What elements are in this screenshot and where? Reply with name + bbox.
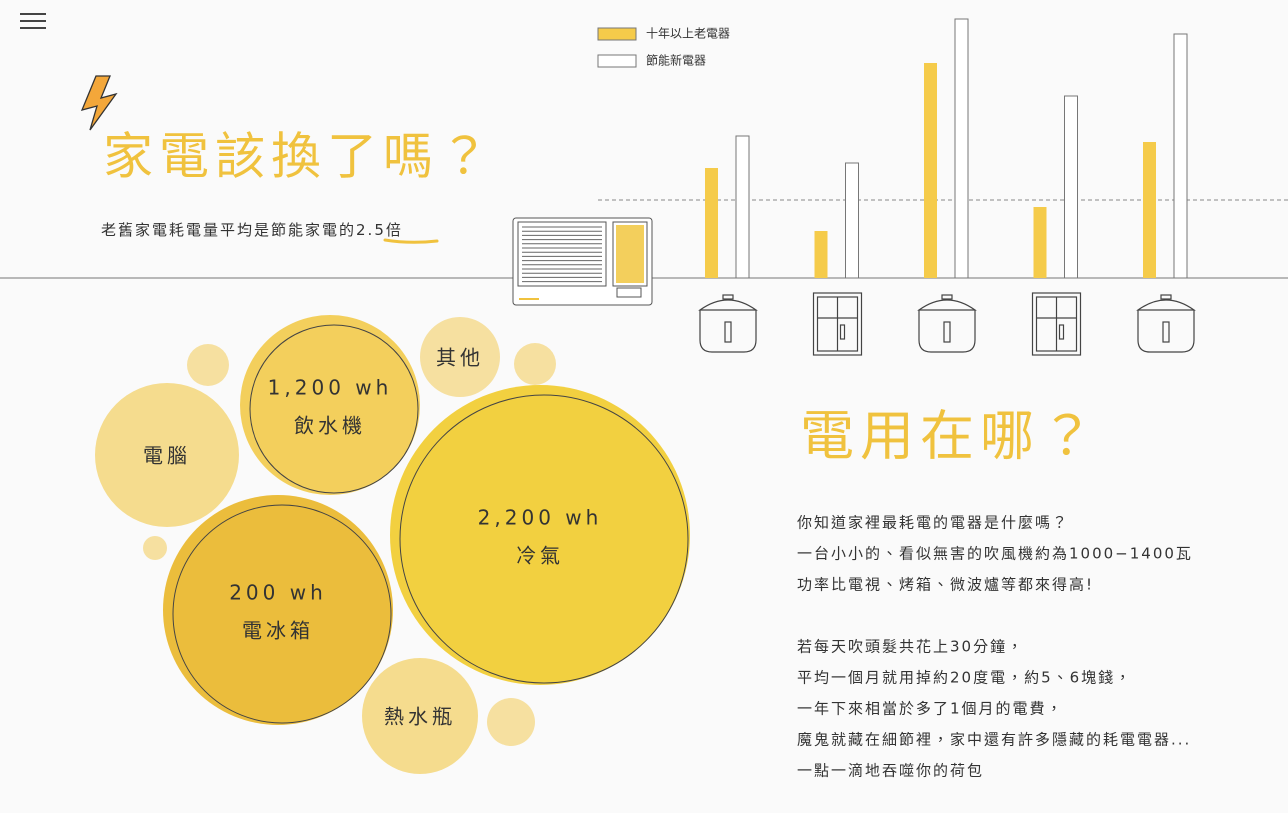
title: 家電該換了嗎？ <box>103 128 495 186</box>
cooker-body <box>699 310 757 353</box>
appliance-icon <box>698 294 758 353</box>
bubble-value: 1,200 wh <box>268 376 393 400</box>
cooker-window <box>724 321 732 343</box>
bar <box>814 231 828 278</box>
bar <box>1173 33 1188 279</box>
fridge-handle <box>1058 324 1065 340</box>
paragraph-line: 功率比電視、烤箱、微波爐等都來得高! <box>797 576 1094 594</box>
appliance-icon <box>1136 294 1196 353</box>
legend-label: 十年以上老電器 <box>646 27 730 41</box>
bubble-label: 電腦 <box>143 444 191 468</box>
paragraph-line: 一年下來相當於多了1個月的電費， <box>797 700 1064 718</box>
legend-swatch <box>597 27 637 41</box>
legend-swatch <box>597 54 637 68</box>
bubble-dot <box>143 536 167 560</box>
bubble-dot <box>187 344 229 386</box>
bubble-dot <box>514 343 556 385</box>
menu-button[interactable] <box>20 13 46 29</box>
fridge-body <box>812 292 863 356</box>
subtitle: 老舊家電耗電量平均是節能家電的2.5倍 <box>101 221 403 239</box>
bar <box>954 18 969 279</box>
appliance-icon <box>1031 292 1082 356</box>
subtitle-text: 老舊家電耗電量平均是節能家電的 <box>101 221 356 239</box>
paragraph-line: 若每天吹頭髮共花上30分鐘， <box>797 638 1024 656</box>
cooker-knob <box>1160 294 1172 300</box>
cooker-lid <box>917 299 977 311</box>
section-title: 電用在哪？ <box>800 405 1100 468</box>
cooker-lid <box>1136 299 1196 311</box>
bar <box>1143 142 1156 278</box>
fridge-body <box>1031 292 1082 356</box>
bubble-label: 熱水瓶 <box>384 705 456 729</box>
cooker-lid <box>698 299 758 311</box>
appliance-icon <box>917 294 977 353</box>
paragraphs: 你知道家裡最耗電的電器是什麼嗎？ 一台小小的、看似無害的吹風機約為1000−140… <box>797 514 1193 780</box>
subtitle-highlight: 2.5倍 <box>356 221 403 239</box>
bubble-ring <box>172 504 392 724</box>
bar <box>845 162 859 279</box>
bar <box>735 135 750 279</box>
appliance-icon <box>812 292 863 356</box>
bubble <box>95 383 239 527</box>
lightning-icon <box>80 75 118 131</box>
bubble <box>420 317 500 397</box>
highlight-underline <box>383 238 439 244</box>
cooker-window <box>1162 321 1170 343</box>
air-conditioner <box>512 217 653 306</box>
bubble-label: 冷氣 <box>516 544 564 568</box>
paragraph-line: 一點一滴地吞噬你的荷包 <box>797 762 984 780</box>
bubble-label: 飲水機 <box>294 414 366 438</box>
cooker-body <box>1137 310 1195 353</box>
cooker-body <box>918 310 976 353</box>
bubble <box>362 658 478 774</box>
cooker-knob <box>722 294 734 300</box>
bubble <box>163 495 393 725</box>
fridge-handle <box>839 324 846 340</box>
cooker-window <box>943 321 951 343</box>
bar <box>1064 95 1078 279</box>
bubble-label: 電冰箱 <box>242 619 314 643</box>
legend-label: 節能新電器 <box>646 53 706 68</box>
bar <box>1033 207 1047 278</box>
bubble-dot <box>487 698 535 746</box>
bar <box>924 63 937 278</box>
paragraph-line: 一台小小的、看似無害的吹風機約為1000−1400瓦 <box>797 545 1193 563</box>
bubble <box>390 385 690 685</box>
paragraph-line: 魔鬼就藏在細節裡，家中還有許多隱藏的耗電電器... <box>797 731 1191 749</box>
paragraph-line: 平均一個月就用掉約20度電，約5、6塊錢， <box>797 669 1132 687</box>
bubble-ring <box>249 324 419 494</box>
paragraph-line: 你知道家裡最耗電的電器是什麼嗎？ <box>797 514 1069 532</box>
cooker-knob <box>941 294 953 300</box>
bubble-value: 2,200 wh <box>478 506 603 530</box>
bubble-ring <box>399 394 689 684</box>
bubble-value: 200 wh <box>229 581 327 605</box>
bubble-label: 其他 <box>436 346 484 370</box>
bubble <box>240 315 420 495</box>
bar <box>705 168 718 278</box>
